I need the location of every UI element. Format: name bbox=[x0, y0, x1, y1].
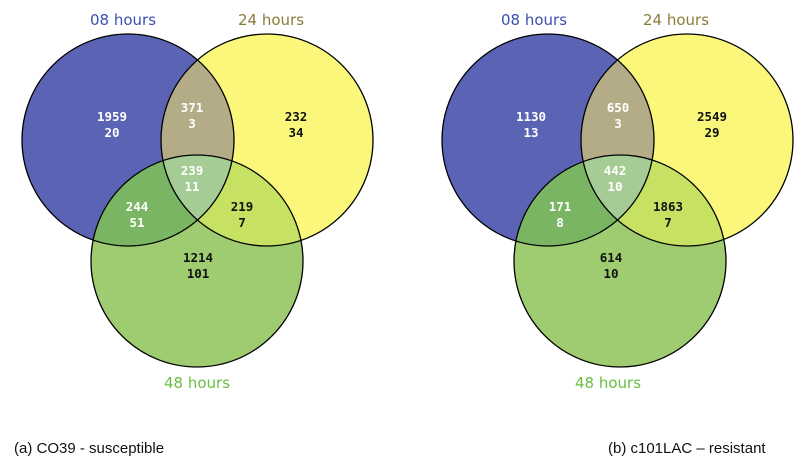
count-24-only-genes: 2549 bbox=[697, 109, 727, 124]
count-08-only-genes: 1130 bbox=[516, 109, 546, 124]
count-24-only-other: 29 bbox=[704, 125, 719, 140]
count-24-48-other: 7 bbox=[664, 215, 672, 230]
count-24-only-other: 34 bbox=[288, 125, 303, 140]
region-08-48 bbox=[514, 155, 654, 246]
count-08-48-other: 8 bbox=[556, 215, 564, 230]
region-08-48 bbox=[91, 155, 234, 246]
count-08-48-genes: 171 bbox=[549, 199, 572, 214]
count-48-only-genes: 614 bbox=[600, 250, 623, 265]
count-08-only-other: 13 bbox=[523, 125, 538, 140]
count-24-only-genes: 232 bbox=[285, 109, 308, 124]
count-all-other: 10 bbox=[607, 179, 622, 194]
count-all-other: 11 bbox=[184, 179, 199, 194]
set-label-48-hours: 48 hours bbox=[164, 374, 230, 392]
venn-diagram-b: 08 hours 24 hours 48 hours 1130 13 650 3… bbox=[441, 11, 794, 392]
count-08-48-genes: 244 bbox=[126, 199, 149, 214]
set-label-24-hours: 24 hours bbox=[643, 11, 709, 29]
count-48-only-genes: 1214 bbox=[183, 250, 213, 265]
count-all-genes: 442 bbox=[604, 163, 627, 178]
venn-diagram-a: 08 hours 24 hours 48 hours 1959 20 371 3… bbox=[21, 11, 374, 392]
count-08-only-genes: 1959 bbox=[97, 109, 127, 124]
region-24-48 bbox=[161, 155, 303, 246]
count-08-24-genes: 371 bbox=[181, 100, 204, 115]
count-08-24-other: 3 bbox=[188, 116, 196, 131]
count-24-48-genes: 1863 bbox=[653, 199, 683, 214]
caption-a: (a) CO39 - susceptible bbox=[14, 440, 165, 457]
count-24-48-other: 7 bbox=[238, 215, 246, 230]
count-08-24-other: 3 bbox=[614, 116, 622, 131]
count-08-48-other: 51 bbox=[129, 215, 144, 230]
caption-b: (b) c101LAC – resistant bbox=[608, 440, 766, 457]
set-label-08-hours: 08 hours bbox=[90, 11, 156, 29]
set-label-48-hours: 48 hours bbox=[575, 374, 641, 392]
count-48-only-other: 10 bbox=[603, 266, 618, 281]
region-24-48 bbox=[581, 155, 726, 246]
set-label-08-hours: 08 hours bbox=[501, 11, 567, 29]
count-08-only-other: 20 bbox=[104, 125, 119, 140]
count-08-24-genes: 650 bbox=[607, 100, 630, 115]
set-label-24-hours: 24 hours bbox=[238, 11, 304, 29]
count-48-only-other: 101 bbox=[187, 266, 210, 281]
count-24-48-genes: 219 bbox=[231, 199, 254, 214]
count-all-genes: 239 bbox=[181, 163, 204, 178]
